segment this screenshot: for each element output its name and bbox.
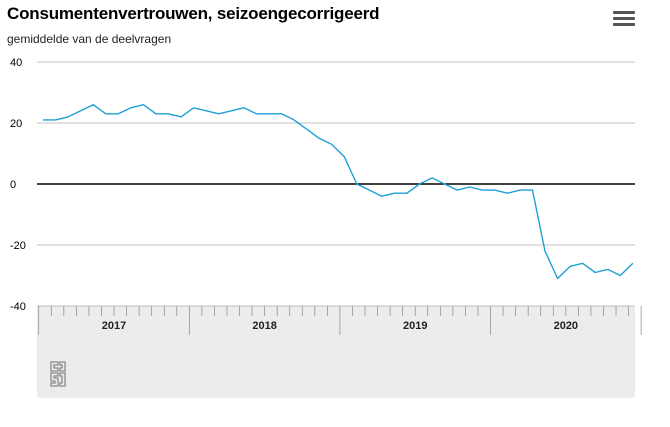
data-point — [254, 111, 259, 116]
data-point — [204, 108, 209, 113]
data-point — [128, 105, 133, 110]
x-year-label: 2019 — [403, 320, 427, 332]
data-point — [543, 249, 548, 254]
data-point — [517, 188, 522, 193]
data-point — [354, 182, 359, 187]
data-point — [266, 111, 271, 116]
x-year-label: 2018 — [252, 320, 276, 332]
data-point — [317, 136, 322, 141]
data-point — [166, 111, 171, 116]
x-axis-band — [37, 306, 635, 398]
data-point — [455, 188, 460, 193]
data-point — [191, 105, 196, 110]
data-point — [153, 111, 158, 116]
data-point — [216, 111, 221, 116]
data-point — [467, 185, 472, 190]
data-point — [379, 194, 384, 199]
data-point — [279, 111, 284, 116]
data-point — [593, 270, 598, 275]
y-tick-label: 20 — [10, 118, 22, 130]
data-point — [530, 188, 535, 193]
chart-subtitle: gemiddelde van de deelvragen — [7, 32, 172, 46]
data-point — [430, 175, 435, 180]
data-point — [329, 142, 334, 147]
x-year-label: 2017 — [102, 320, 126, 332]
data-point — [78, 108, 83, 113]
data-point — [66, 114, 71, 119]
data-point — [417, 182, 422, 187]
data-point — [555, 276, 560, 281]
data-point — [53, 117, 58, 122]
data-point — [342, 154, 347, 159]
data-point — [492, 188, 497, 193]
hamburger-menu-icon[interactable] — [613, 11, 635, 29]
chart-title: Consumentenvertrouwen, seizoengecorrigee… — [7, 4, 380, 23]
series-line — [43, 103, 634, 280]
data-point — [630, 261, 635, 266]
data-point — [229, 108, 234, 113]
y-tick-label: -20 — [10, 240, 26, 252]
data-point — [41, 117, 46, 122]
data-point — [480, 188, 485, 193]
data-point — [292, 117, 297, 122]
y-tick-label: 0 — [10, 179, 16, 191]
x-year-label: 2020 — [554, 320, 578, 332]
data-point — [241, 105, 246, 110]
data-point — [141, 102, 146, 107]
y-tick-label: -40 — [10, 301, 26, 313]
y-tick-label: 40 — [10, 57, 22, 69]
data-point — [404, 191, 409, 196]
data-point — [605, 267, 610, 272]
data-point — [618, 273, 623, 278]
data-point — [116, 111, 121, 116]
data-point — [392, 191, 397, 196]
data-point — [91, 102, 96, 107]
data-point — [304, 127, 309, 132]
data-point — [442, 182, 447, 187]
cbs-logo-icon — [50, 361, 66, 387]
data-point — [103, 111, 108, 116]
data-point — [580, 261, 585, 266]
data-point — [179, 114, 184, 119]
data-point — [367, 188, 372, 193]
data-point — [505, 191, 510, 196]
data-point — [568, 264, 573, 269]
